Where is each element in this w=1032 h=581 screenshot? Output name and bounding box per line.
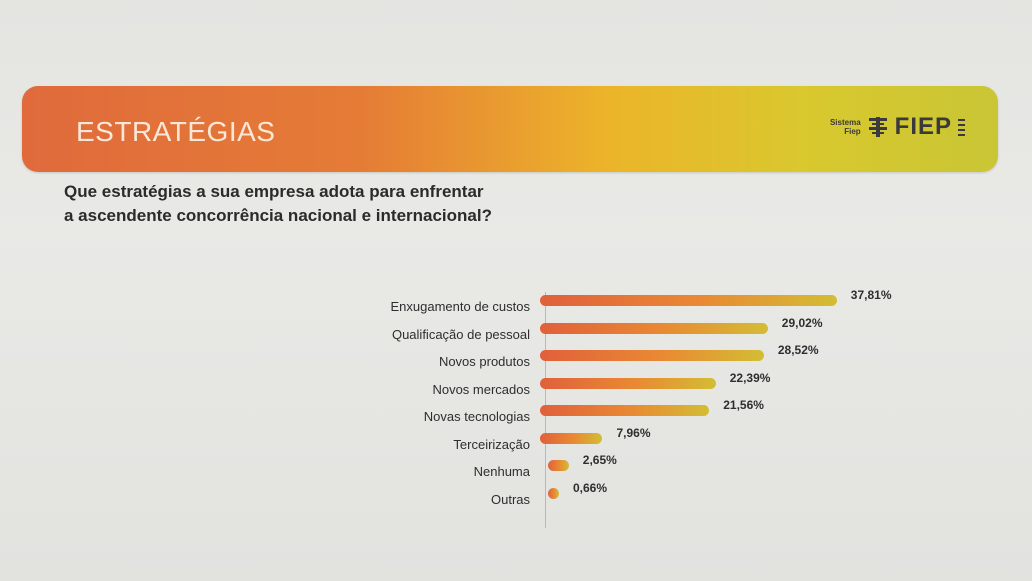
value-label: 37,81% <box>850 288 892 302</box>
bar <box>540 295 837 306</box>
logo-text: FIEP <box>894 113 952 140</box>
logo-small-line1: Sistema <box>829 118 861 127</box>
question-line-2: a ascendente concorrência nacional e int… <box>64 206 492 225</box>
category-label: Novas tecnologias <box>423 409 530 424</box>
category-label: Terceirização <box>453 436 530 452</box>
category-label: Nenhuma <box>473 464 530 479</box>
fiep-emblem-icon <box>868 117 887 137</box>
survey-question: Que estratégias a sua empresa adota para… <box>64 180 492 228</box>
bar <box>548 460 569 471</box>
section-title: ESTRATÉGIAS <box>76 116 276 147</box>
bar <box>540 405 710 416</box>
fiep-logo: Sistema Fiep FIEP <box>830 112 966 142</box>
bar <box>540 350 764 361</box>
value-label: 21,56% <box>723 398 764 412</box>
value-label: 2,65% <box>582 453 617 467</box>
value-label: 28,52% <box>777 343 819 357</box>
value-label: 22,39% <box>729 370 771 385</box>
value-label: 29,02% <box>781 315 823 330</box>
category-label: Novos produtos <box>438 354 530 369</box>
bar <box>540 432 603 444</box>
category-label: Outras <box>490 491 530 507</box>
bar <box>540 377 716 389</box>
category-label: Enxugamento de custos <box>390 299 530 314</box>
logo-lines-icon <box>958 119 965 136</box>
category-label: Novos mercados <box>432 381 530 397</box>
question-line-1: Que estratégias a sua empresa adota para… <box>64 182 484 201</box>
logo-small-text: Sistema Fiep <box>830 118 861 136</box>
logo-small-line2: Fiep <box>844 127 861 136</box>
bar <box>548 487 559 499</box>
value-label: 0,66% <box>573 480 608 495</box>
bar <box>540 322 768 334</box>
section-banner: ESTRATÉGIAS Sistema Fiep FIEP <box>22 86 998 172</box>
value-label: 7,96% <box>616 425 651 440</box>
category-label: Qualificação de pessoal <box>391 326 530 342</box>
